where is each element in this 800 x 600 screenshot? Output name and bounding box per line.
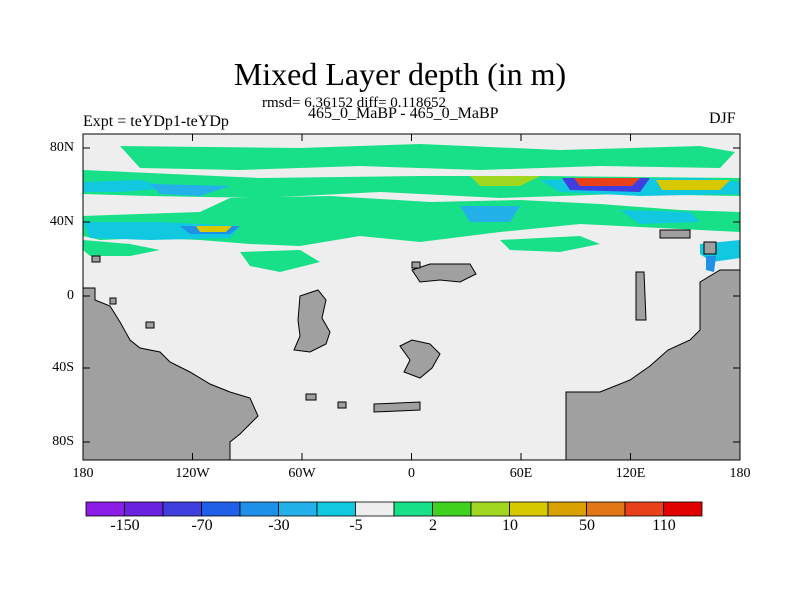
colorbar-swatch (470, 501, 510, 517)
anomaly-band-mid (83, 196, 740, 246)
colorbar-label: -5 (349, 517, 363, 534)
land-islet (337, 401, 347, 409)
colorbar-swatch (586, 501, 626, 517)
anomaly-band-north (656, 180, 730, 190)
colorbar-label: 10 (502, 517, 518, 534)
colorbar-swatch (316, 501, 356, 517)
x-tick-label: 60W (288, 466, 316, 481)
land-east-block (659, 229, 691, 239)
colorbar-swatch (355, 501, 395, 517)
colorbar-swatch (624, 501, 664, 517)
anomaly-band-mid (240, 250, 320, 272)
land-central-3 (373, 401, 421, 413)
colorbar-swatch (201, 501, 241, 517)
land-islet (109, 297, 117, 305)
colorbar-swatch (547, 501, 587, 517)
x-ticks (82, 134, 741, 460)
y-tick-label: 80S (52, 434, 74, 449)
land-islet (411, 261, 421, 269)
land-central-1 (293, 289, 331, 353)
land-islet (145, 321, 155, 329)
x-tick-label: 120E (615, 466, 646, 481)
anomaly-band-north (120, 144, 735, 170)
y-ticks (83, 147, 740, 443)
x-tick-label: 60E (509, 466, 533, 481)
land-east-small (703, 241, 717, 255)
colorbar-swatch (663, 501, 703, 517)
y-tick-label: 80N (49, 140, 74, 155)
x-tick-label: 0 (408, 466, 415, 481)
colorbar-label: -70 (191, 517, 213, 534)
stats-line: rmsd= 6.36152 diff= 0.118652 (262, 95, 446, 111)
anomaly-band-mid (196, 226, 232, 232)
colorbar-swatch (278, 501, 318, 517)
anomaly-band-mid (620, 210, 700, 224)
land-islet (305, 393, 317, 401)
colorbar-label: -150 (110, 517, 140, 534)
anomaly-band-mid (706, 256, 716, 272)
experiment-label: Expt = teYDp1-teYDp (83, 113, 229, 130)
anomaly-band-north (150, 184, 230, 196)
land-east-strip (635, 271, 647, 321)
anomaly-band-mid (460, 206, 520, 222)
colorbar-swatches (85, 501, 703, 517)
y-tick-label: 0 (67, 288, 74, 303)
colorbar-label: -30 (268, 517, 290, 534)
anomaly-band-north (574, 178, 640, 186)
land-west (82, 287, 259, 461)
anomaly-band-mid (83, 240, 160, 256)
colorbar-swatch (509, 501, 549, 517)
period-label: 465_0_MaBP - 465_0_MaBP (308, 105, 499, 122)
x-tick-label: 180 (729, 466, 751, 481)
anomaly-band-north (83, 180, 170, 192)
colorbar-swatch (432, 501, 472, 517)
anomaly-band-north (470, 176, 540, 186)
land-masses (82, 229, 741, 461)
colorbar-swatch (85, 501, 125, 517)
colorbar-swatch (162, 501, 202, 517)
anomaly-band-mid (500, 236, 600, 252)
y-tick-label: 40N (49, 214, 74, 229)
x-tick-label: 120W (175, 466, 210, 481)
season-label: DJF (709, 110, 736, 127)
y-tick-label: 40S (52, 360, 74, 375)
map-title: Mixed Layer depth (in m) (233, 56, 567, 92)
colorbar-swatch (124, 501, 164, 517)
colorbar-label: 2 (429, 517, 437, 534)
colorbar-label: 50 (579, 517, 595, 534)
colorbar-swatch (239, 501, 279, 517)
colorbar-swatch (393, 501, 433, 517)
land-central-4 (411, 263, 477, 283)
land-central-2 (399, 339, 441, 379)
colorbar-label: 110 (652, 517, 676, 534)
land-islet (91, 255, 101, 263)
x-tick-label: 180 (72, 466, 94, 481)
